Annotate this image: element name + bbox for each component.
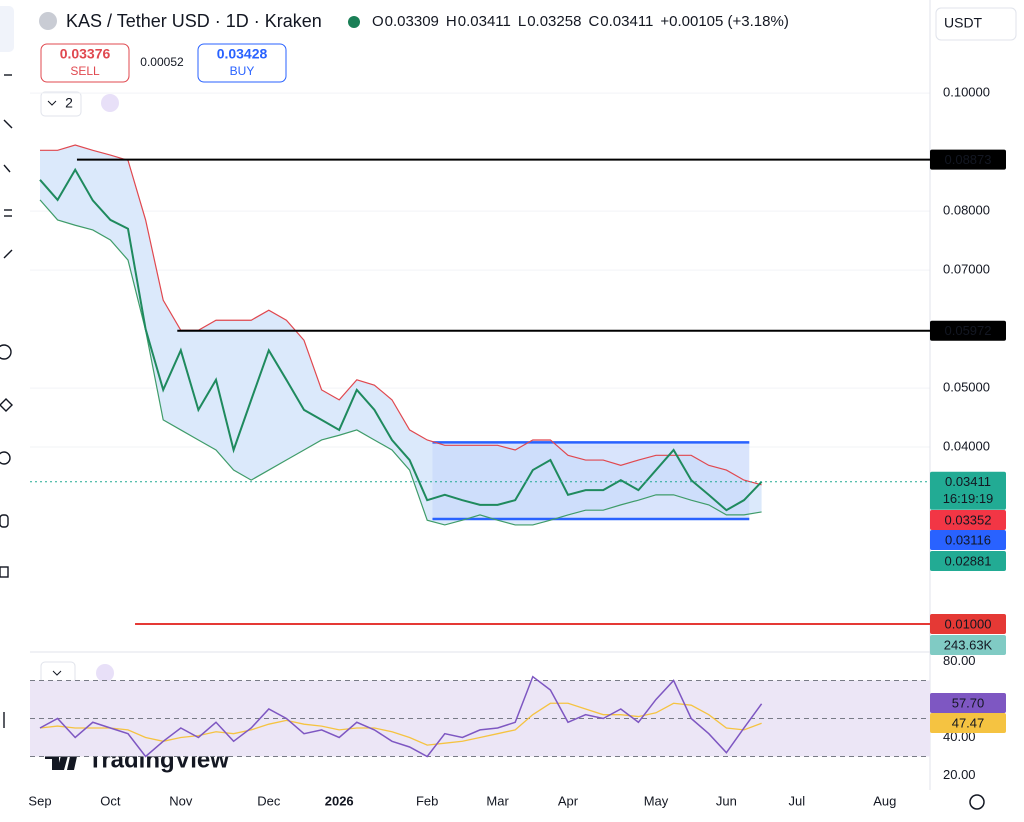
series-line xyxy=(40,144,762,486)
indicator-label: 0.02881 xyxy=(945,553,992,568)
status-dot xyxy=(348,16,360,28)
sell-label: SELL xyxy=(70,64,100,78)
range-box xyxy=(432,442,750,520)
ohlc-value: 0.03411 xyxy=(600,13,653,30)
y-tick-label: 0.05000 xyxy=(943,380,990,395)
band-fill xyxy=(40,145,762,525)
countdown: 16:19:19 xyxy=(943,491,994,506)
spread: 0.00052 xyxy=(140,55,184,69)
x-tick-label: Apr xyxy=(558,793,579,808)
x-tick-label: Dec xyxy=(257,793,281,808)
x-tick-label: Mar xyxy=(486,793,509,808)
y-tick-label: 0.04000 xyxy=(943,438,990,453)
series-line xyxy=(39,199,762,526)
rsi-value-label: 47.47 xyxy=(952,715,985,730)
symbol-icon xyxy=(39,12,57,30)
series-line xyxy=(39,167,763,512)
y-tick-label: 0.07000 xyxy=(943,262,990,277)
x-tick-label: Jul xyxy=(788,793,805,808)
level-label: 0.05972 xyxy=(945,323,992,338)
currency: USDT xyxy=(944,15,983,31)
level-label-bg xyxy=(930,149,1006,170)
buy-button[interactable] xyxy=(197,43,287,83)
change: +0.00105 (+3.18%) xyxy=(660,13,788,30)
buy-price: 0.03428 xyxy=(217,46,268,62)
ohlc-value: 0.03258 xyxy=(527,13,581,30)
logo xyxy=(45,752,78,770)
rsi-value-label-bg xyxy=(930,693,1006,713)
chevron xyxy=(52,670,62,676)
indicators-toggle[interactable] xyxy=(40,91,82,117)
ohlc-key: H xyxy=(446,13,457,30)
ohlc-value: 0.03411 xyxy=(458,13,511,30)
sync-icon[interactable] xyxy=(101,94,119,112)
level-label-bg xyxy=(930,614,1006,635)
sync-icon[interactable] xyxy=(96,664,114,682)
ohlc-key: O xyxy=(372,13,384,30)
series-line xyxy=(39,675,763,758)
rsi-value-label: 57.70 xyxy=(952,695,985,710)
sell-price: 0.03376 xyxy=(60,46,111,62)
y-tick-label: 80.00 xyxy=(943,653,976,668)
settings-icon[interactable] xyxy=(969,794,985,810)
indicator-label-bg xyxy=(930,551,1006,571)
volume-label-bg xyxy=(930,635,1006,655)
indicator-label: 0.03352 xyxy=(945,512,992,527)
ohlc-key: L xyxy=(518,13,526,30)
x-tick-label: 2026 xyxy=(325,793,354,808)
buy-label: BUY xyxy=(230,64,255,78)
symbol-title[interactable]: KAS / Tether USD · 1D · Kraken xyxy=(66,11,322,31)
last-price-label: 0.03411 xyxy=(945,474,991,489)
currency-select[interactable] xyxy=(935,7,1017,41)
x-tick-label: Jun xyxy=(716,793,737,808)
sell-button[interactable] xyxy=(40,43,130,83)
y-tick-label: 0.08000 xyxy=(943,203,990,218)
ohlc-key: C xyxy=(588,13,599,30)
rsi-value-label-bg xyxy=(930,713,1006,733)
indicator-label: 0.03116 xyxy=(945,532,991,547)
series-line xyxy=(39,702,762,746)
last-price-bg xyxy=(930,471,1006,510)
x-tick-label: Aug xyxy=(873,793,896,808)
x-tick-label: Sep xyxy=(28,793,51,808)
chevron xyxy=(47,100,57,106)
indicator-label-bg xyxy=(930,510,1006,530)
indicators-count: 2 xyxy=(65,95,73,111)
x-tick-label: Oct xyxy=(100,793,121,808)
indicator-label-bg xyxy=(930,530,1006,550)
level-label-bg xyxy=(930,320,1006,341)
x-tick-label: Nov xyxy=(169,793,193,808)
x-tick-label: Feb xyxy=(416,793,438,808)
y-tick-label: 20.00 xyxy=(943,767,976,782)
toolbar[interactable] xyxy=(0,6,14,728)
volume-label: 243.63K xyxy=(944,637,993,652)
ohlc-value: 0.03309 xyxy=(385,13,439,30)
y-tick-label: 0.10000 xyxy=(943,85,990,100)
level-label: 0.01000 xyxy=(945,616,992,631)
x-tick-label: May xyxy=(644,793,669,808)
level-label: 0.08873 xyxy=(945,152,992,167)
